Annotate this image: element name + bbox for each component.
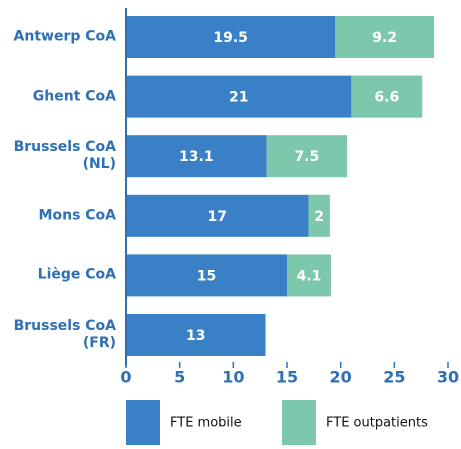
value-label: 17	[207, 209, 226, 225]
x-tick-label: 0	[120, 368, 131, 387]
bar-segment	[266, 135, 348, 178]
bar-segment	[126, 135, 267, 178]
x-tick-label: 15	[276, 368, 298, 387]
bar-segment	[287, 254, 332, 297]
value-label: 7.5	[294, 149, 319, 165]
bar-segment	[308, 194, 330, 237]
category-label: Ghent CoA	[32, 88, 116, 105]
value-label: 6.6	[374, 90, 399, 106]
category-label: Mons CoA	[38, 207, 116, 224]
legend-label: FTE mobile	[170, 416, 242, 431]
legend-swatch	[282, 400, 316, 445]
x-tick-label: 25	[383, 368, 405, 387]
legend-label: FTE outpatients	[326, 416, 428, 431]
value-label: 21	[229, 90, 248, 106]
bar-segment	[126, 314, 266, 356]
category-label: Antwerp CoA	[13, 28, 116, 45]
bar-segment	[335, 16, 435, 58]
bar-segment	[126, 194, 309, 237]
bar-segment	[126, 254, 287, 297]
bar-segment	[126, 16, 336, 58]
legend-swatch	[126, 400, 160, 445]
bar-segment	[126, 75, 352, 118]
value-label: 13.1	[179, 149, 214, 165]
category-label: Brussels CoA (FR)	[13, 318, 116, 351]
value-label: 4.1	[297, 268, 322, 284]
x-tick-label: 20	[330, 368, 352, 387]
category-label: Liège CoA	[37, 266, 116, 283]
category-label: Brussels CoA (NL)	[13, 139, 116, 173]
x-tick-label: 5	[174, 368, 185, 387]
x-tick-label: 10	[222, 368, 244, 387]
value-label: 13	[186, 328, 205, 344]
bar-segment	[351, 75, 423, 118]
value-label: 9.2	[372, 30, 397, 46]
x-tick-label: 30	[437, 368, 459, 387]
value-label: 2	[314, 209, 324, 225]
value-label: 15	[197, 268, 216, 284]
value-label: 19.5	[213, 30, 248, 46]
